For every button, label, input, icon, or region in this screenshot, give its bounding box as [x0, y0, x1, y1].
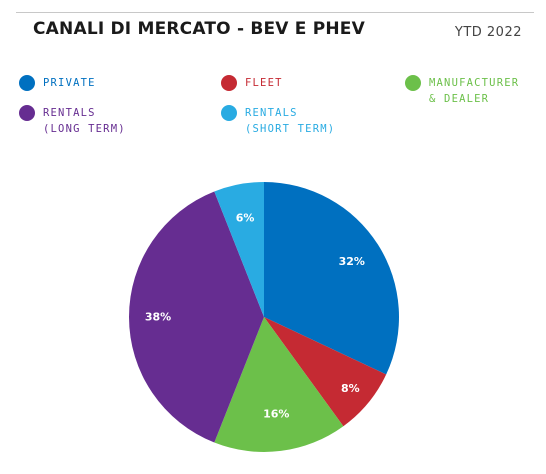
legend-label: RENTALS (SHORT TERM): [245, 107, 336, 135]
legend-item-rentals-short-term[interactable]: RENTALS (SHORT TERM): [221, 105, 335, 137]
legend-dot-icon: [221, 105, 237, 121]
slice-label-4: 6%: [236, 211, 255, 224]
slice-label-3: 38%: [145, 311, 171, 324]
legend-label: PRIVATE: [43, 77, 96, 89]
chart-period: YTD 2022: [454, 25, 522, 40]
pie-slice-1: [264, 317, 387, 427]
legend-item-rentals-long-term[interactable]: RENTALS (LONG TERM): [19, 105, 126, 137]
pie-slice-0: [264, 182, 399, 375]
legend-label: MANUFACTURER & DEALER: [429, 77, 520, 105]
legend-dot-icon: [221, 75, 237, 91]
pie-slice-2: [214, 317, 344, 452]
slice-label-1: 8%: [341, 382, 360, 395]
legend-item-private[interactable]: PRIVATE: [19, 75, 96, 91]
chart-title: CANALI DI MERCATO - BEV E PHEV: [33, 19, 365, 39]
pie-slice-4: [214, 182, 264, 317]
legend-dot-icon: [19, 105, 35, 121]
pie-slice-3: [129, 191, 264, 443]
slice-label-2: 16%: [263, 408, 289, 421]
legend-dot-icon: [405, 75, 421, 91]
header-rule: [16, 12, 534, 13]
legend-item-fleet[interactable]: FLEET: [221, 75, 283, 91]
legend-item-manufacturer-dealer[interactable]: MANUFACTURER & DEALER: [405, 75, 519, 107]
legend-label: FLEET: [245, 77, 283, 89]
legend: PRIVATE FLEET MANUFACTURER & DEALER RENT…: [0, 0, 546, 150]
slice-label-0: 32%: [339, 255, 365, 268]
legend-dot-icon: [19, 75, 35, 91]
legend-label: RENTALS (LONG TERM): [43, 107, 126, 135]
